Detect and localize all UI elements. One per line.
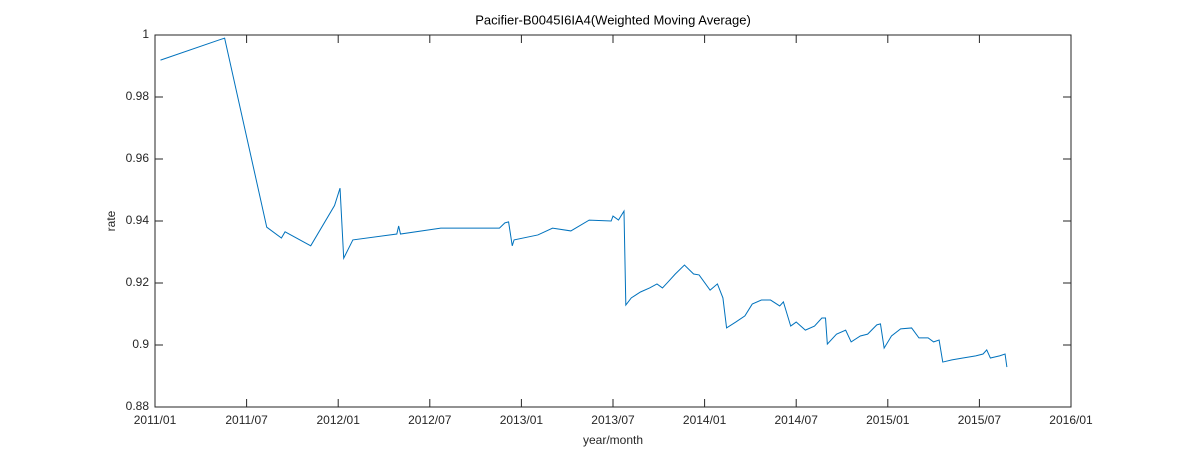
y-tick-label: 0.9: [132, 337, 149, 351]
x-tick-label: 2014/07: [775, 413, 819, 427]
data-line: [160, 37, 1008, 368]
x-tick-label: 2012/01: [317, 413, 361, 427]
chart-title: Pacifier-B0045I6IA4(Weighted Moving Aver…: [475, 12, 751, 27]
x-tick-label: 2015/07: [958, 413, 1002, 427]
plot-frame: [154, 34, 1072, 408]
x-tick-label: 2011/01: [134, 413, 177, 427]
x-tick-label: 2013/07: [591, 413, 635, 427]
x-tick-label: 2016/01: [1049, 413, 1093, 427]
x-tick-label: 2013/01: [500, 413, 544, 427]
x-tick-label: 2014/01: [683, 413, 727, 427]
y-tick-label: 0.98: [126, 89, 150, 103]
y-axis-label: rate: [104, 210, 118, 231]
y-tick-label: 0.96: [126, 151, 150, 165]
y-tick-label: 1: [142, 27, 149, 41]
x-tick-label: 2012/07: [408, 413, 452, 427]
y-tick-label: 0.94: [126, 213, 150, 227]
y-tick-label: 0.92: [126, 275, 150, 289]
x-tick-label: 2015/01: [866, 413, 910, 427]
x-axis-label: year/month: [583, 433, 643, 447]
x-tick-label: 2011/07: [225, 413, 268, 427]
y-tick-label: 0.88: [126, 399, 150, 413]
